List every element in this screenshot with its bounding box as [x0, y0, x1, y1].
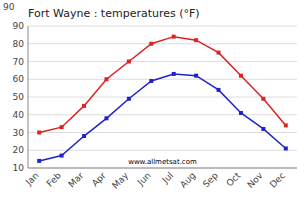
- x-tick-label: Jul: [160, 170, 175, 185]
- point: [239, 111, 243, 115]
- y-tick-label: 90: [13, 21, 25, 31]
- point: [194, 38, 198, 42]
- x-tick-label: Oct: [224, 170, 242, 188]
- point: [149, 79, 153, 83]
- x-tick-label: May: [110, 170, 131, 191]
- y-tick-label: 60: [13, 74, 25, 84]
- point: [127, 60, 131, 64]
- x-tick-label: Dec: [268, 170, 287, 189]
- y-axis: [28, 26, 29, 168]
- y-tick-label: 20: [13, 145, 25, 155]
- y-tick-label: 80: [13, 39, 25, 49]
- plot-data: [37, 35, 288, 163]
- x-tick-label: Sep: [201, 170, 220, 189]
- grid-line: [28, 79, 297, 80]
- point: [284, 123, 288, 127]
- point: [194, 74, 198, 78]
- point: [60, 125, 64, 129]
- y-tick-label: 70: [13, 57, 25, 67]
- point: [261, 127, 265, 131]
- point: [104, 116, 108, 120]
- watermark: www.allmetsat.com: [127, 157, 198, 167]
- point: [284, 146, 288, 150]
- point: [82, 104, 86, 108]
- point: [217, 51, 221, 55]
- chart: 10 20 30 40 50 60 70 80 90 JanFebMar AprMayJun JulA…: [0, 0, 305, 200]
- point: [172, 72, 176, 76]
- x-tick-label: Nov: [245, 170, 265, 190]
- series-line: [39, 74, 286, 161]
- grid: [28, 26, 297, 168]
- point: [104, 77, 108, 81]
- x-tick-label: Jan: [23, 170, 41, 188]
- x-tick-label: Feb: [45, 170, 64, 189]
- grid-line: [28, 61, 297, 62]
- grid-line: [28, 43, 297, 44]
- grid-line: [28, 168, 297, 169]
- x-tick-label: Jun: [135, 170, 153, 188]
- watermark-bg: [127, 157, 198, 167]
- y-tick-label: 50: [13, 92, 25, 102]
- y-tick-label: 10: [13, 163, 25, 173]
- title: Fort Wayne : temperatures (°F): [28, 7, 200, 20]
- grid-line: [28, 132, 297, 133]
- point: [261, 97, 265, 101]
- grid-line: [28, 114, 297, 115]
- y-tick-label: 30: [13, 128, 25, 138]
- point: [60, 154, 64, 158]
- grid-line: [28, 97, 297, 98]
- point: [82, 134, 86, 138]
- point: [149, 42, 153, 46]
- annotation: 90: [3, 2, 15, 12]
- x-tick-label: Aug: [178, 170, 198, 190]
- point: [37, 159, 41, 163]
- watermark-text: www.allmetsat.com: [128, 158, 197, 166]
- point: [172, 35, 176, 39]
- x-tick-label: Mar: [66, 170, 85, 189]
- y-tick-label: 40: [13, 110, 25, 120]
- point: [37, 131, 41, 135]
- point: [239, 74, 243, 78]
- point: [217, 88, 221, 92]
- x-tick-label: Apr: [90, 170, 108, 188]
- point: [127, 97, 131, 101]
- grid-line: [28, 26, 297, 27]
- x-axis: [28, 168, 297, 169]
